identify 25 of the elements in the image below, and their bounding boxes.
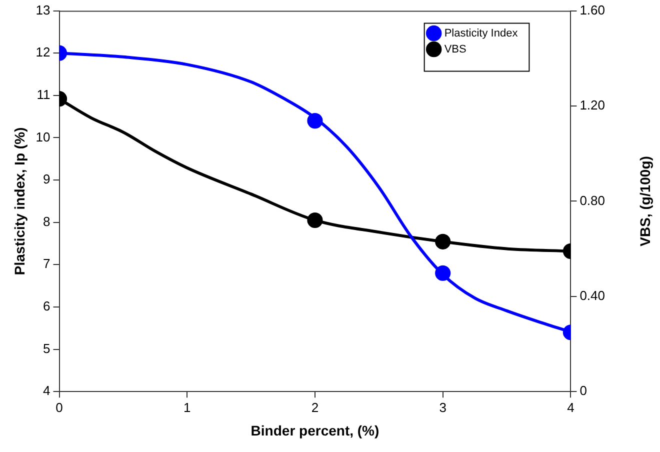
y-tick-label: 12 bbox=[36, 44, 50, 60]
legend-label: VBS bbox=[444, 43, 466, 56]
y2-tick-label: 1.60 bbox=[580, 2, 606, 18]
y-tick-label: 6 bbox=[43, 298, 50, 314]
y2-tick-label: 1.20 bbox=[580, 98, 606, 113]
y-tick-label: 8 bbox=[43, 214, 50, 229]
y-tick-label: 10 bbox=[36, 129, 50, 144]
legend-label: Plasticity Index bbox=[444, 27, 518, 40]
y-tick-label: 5 bbox=[43, 340, 50, 356]
y-tick-label: 4 bbox=[43, 383, 50, 398]
x-tick-label: 0 bbox=[56, 400, 63, 415]
y2-tick-label: 0 bbox=[580, 383, 587, 398]
x-tick-label: 4 bbox=[567, 400, 574, 415]
y-tick-label: 9 bbox=[43, 172, 50, 187]
y2-axis-title: VBS, (g/100g) bbox=[636, 156, 653, 246]
y-axis-title: Plasticity index, Ip (%) bbox=[11, 127, 28, 276]
x-axis-title: Binder percent, (%) bbox=[250, 422, 380, 438]
x-tick-label: 2 bbox=[311, 400, 319, 415]
y2-tick-label: 0.80 bbox=[580, 192, 606, 208]
y-tick-label: 7 bbox=[43, 256, 50, 272]
y-tick-label: 13 bbox=[36, 2, 50, 18]
x-tick-label: 1 bbox=[184, 400, 191, 415]
y2-tick-label: 0.40 bbox=[580, 288, 606, 303]
x-tick-label: 3 bbox=[439, 400, 446, 415]
y-tick-label: 11 bbox=[36, 87, 50, 102]
